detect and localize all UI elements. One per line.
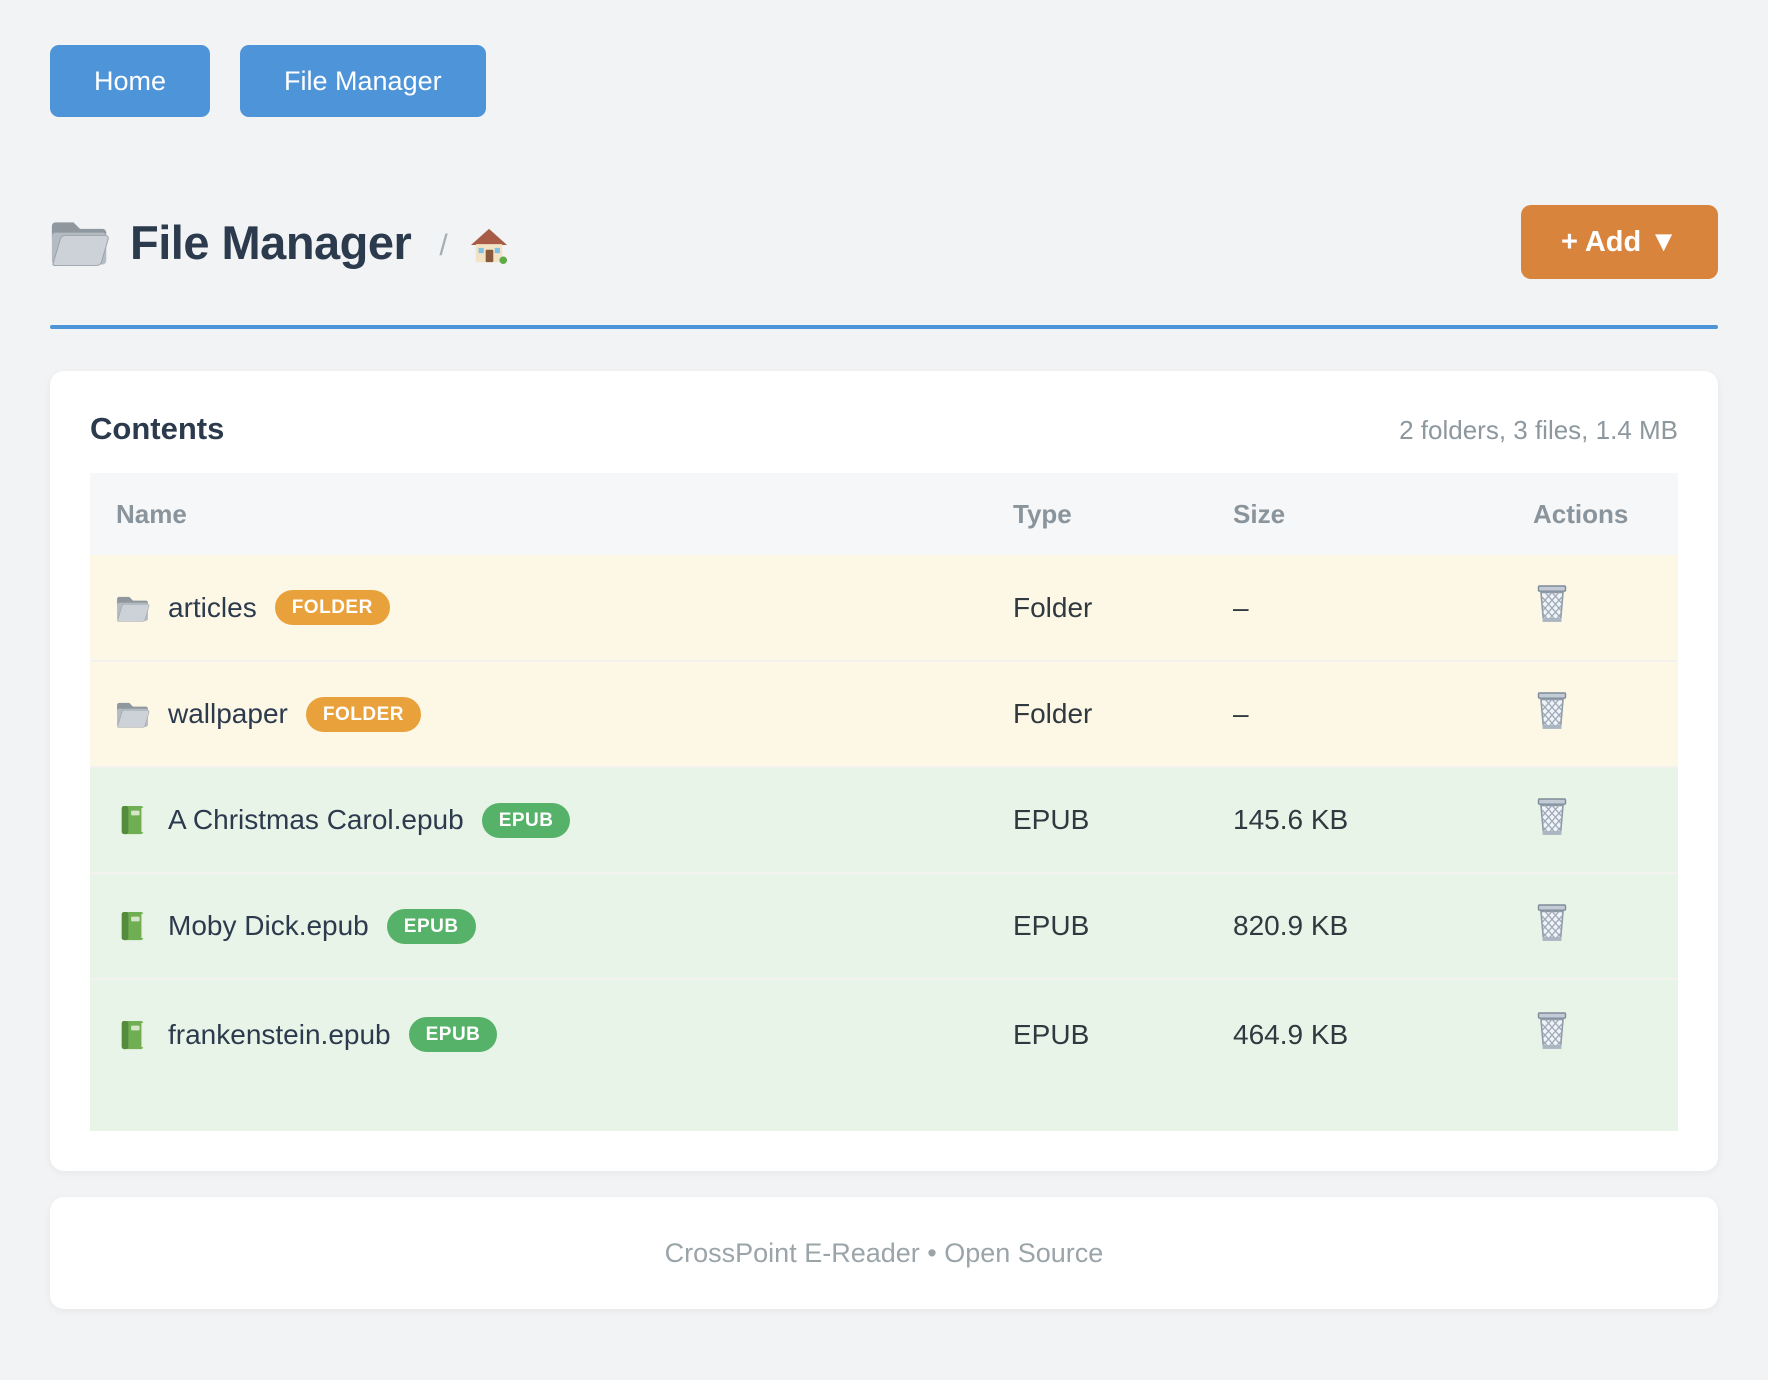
type-cell: Folder	[1013, 660, 1233, 767]
file-name[interactable]: A Christmas Carol.epub	[168, 804, 464, 835]
table-row[interactable]: articles FOLDER Folder –	[90, 555, 1678, 661]
column-header-name: Name	[90, 473, 1013, 555]
add-button[interactable]: + Add ▼	[1520, 205, 1718, 279]
book-icon	[116, 1020, 150, 1050]
folder-icon	[116, 699, 150, 729]
page-title: File Manager	[130, 215, 412, 269]
table-row[interactable]: Moby Dick.epub EPUB EPUB 820.9 KB	[90, 872, 1678, 979]
page-header: File Manager / + Add ▼	[50, 205, 1718, 279]
column-header-type: Type	[1013, 473, 1233, 555]
type-badge: EPUB	[481, 802, 571, 838]
folder-icon	[50, 217, 110, 267]
breadcrumb-separator: /	[439, 229, 448, 262]
type-badge: EPUB	[408, 1017, 498, 1052]
contents-card: Contents 2 folders, 3 files, 1.4 MB Name…	[50, 371, 1718, 1171]
contents-card-header: Contents 2 folders, 3 files, 1.4 MB	[90, 411, 1678, 447]
trash-icon[interactable]	[1533, 902, 1571, 944]
contents-title: Contents	[90, 411, 225, 446]
type-cell: EPUB	[1013, 872, 1233, 979]
trash-icon[interactable]	[1533, 796, 1571, 838]
file-name[interactable]: wallpaper	[168, 698, 288, 729]
table-row[interactable]: wallpaper FOLDER Folder –	[90, 660, 1678, 767]
book-icon	[116, 805, 150, 835]
type-cell: EPUB	[1013, 978, 1233, 1131]
footer: CrossPoint E-Reader • Open Source	[50, 1197, 1718, 1309]
table-row[interactable]: A Christmas Carol.epub EPUB EPUB 145.6 K…	[90, 766, 1678, 873]
size-cell: 145.6 KB	[1233, 766, 1533, 873]
trash-icon[interactable]	[1533, 1010, 1571, 1052]
table-header: Name Type Size Actions	[90, 473, 1678, 555]
column-header-size: Size	[1233, 473, 1533, 555]
file-table: Name Type Size Actions articles FOLDER F…	[90, 473, 1678, 1131]
type-cell: EPUB	[1013, 766, 1233, 873]
home-breadcrumb-icon[interactable]	[470, 227, 508, 265]
table-row[interactable]: frankenstein.epub EPUB EPUB 464.9 KB	[90, 978, 1678, 1131]
home-button[interactable]: Home	[50, 45, 211, 117]
size-cell: –	[1233, 660, 1533, 767]
title-group: File Manager /	[50, 215, 508, 270]
size-cell: 820.9 KB	[1233, 872, 1533, 979]
type-badge: FOLDER	[274, 590, 390, 625]
trash-icon[interactable]	[1533, 690, 1571, 732]
size-cell: –	[1233, 555, 1533, 661]
file-name[interactable]: articles	[168, 591, 257, 623]
type-badge: EPUB	[386, 908, 476, 944]
contents-summary: 2 folders, 3 files, 1.4 MB	[1399, 415, 1678, 445]
trash-icon[interactable]	[1533, 583, 1571, 625]
top-nav: Home File Manager	[50, 45, 1718, 117]
file-manager-button[interactable]: File Manager	[240, 45, 486, 117]
type-badge: FOLDER	[305, 696, 421, 732]
file-name[interactable]: frankenstein.epub	[168, 1018, 391, 1050]
page: Home File Manager File Manager / + Add ▼	[50, 45, 1718, 1309]
folder-icon	[116, 593, 150, 623]
file-name[interactable]: Moby Dick.epub	[168, 910, 369, 941]
book-icon	[116, 911, 150, 941]
type-cell: Folder	[1013, 555, 1233, 661]
size-cell: 464.9 KB	[1233, 978, 1533, 1131]
title-divider	[50, 325, 1718, 329]
column-header-actions: Actions	[1533, 473, 1678, 555]
footer-text: CrossPoint E-Reader • Open Source	[664, 1237, 1104, 1268]
